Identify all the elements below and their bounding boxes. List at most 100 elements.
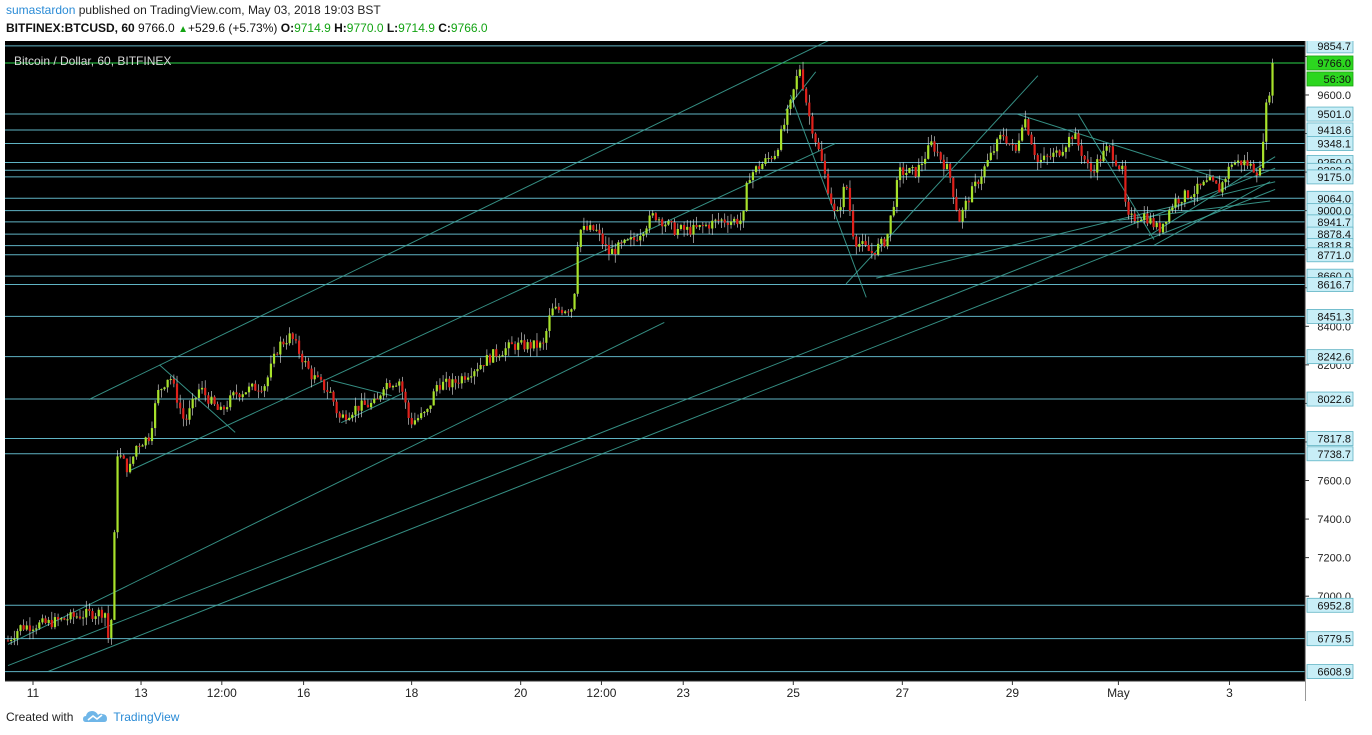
candle-body (532, 340, 535, 349)
candle-body (614, 248, 617, 255)
candle-body (642, 233, 645, 237)
horizontal-levels (5, 45, 1305, 673)
price-level-value: 8941.7 (1317, 217, 1351, 229)
candle-body (445, 378, 448, 382)
candle-body (714, 219, 717, 221)
candle-body (1224, 178, 1227, 183)
candle-body (945, 163, 949, 170)
candle-body (698, 225, 701, 228)
candle-body (654, 213, 658, 221)
trendline (7, 167, 1276, 667)
candle-body (1262, 141, 1265, 168)
candle-body (360, 400, 363, 411)
candle-body (344, 414, 348, 420)
candle-body (269, 363, 273, 378)
trendline (340, 393, 402, 424)
trendline (88, 41, 829, 401)
candle-body (1146, 213, 1149, 224)
author-link[interactable]: sumastardon (6, 3, 76, 17)
price-level-box (1306, 446, 1354, 462)
candle-body (729, 221, 733, 225)
candle-body (701, 225, 704, 227)
candle-body (113, 532, 116, 620)
price-level-box (1306, 41, 1354, 54)
candle-body (529, 342, 532, 349)
candle-body (25, 625, 28, 630)
price-chart[interactable]: Bitcoin / Dollar, 60, BITFINEX 7000.0720… (5, 41, 1365, 701)
candle-body (128, 463, 132, 473)
candle-body (595, 229, 598, 231)
candle-body (689, 226, 692, 235)
candle-body (1174, 198, 1177, 208)
candle-body (1049, 156, 1052, 158)
candle-body (814, 133, 817, 143)
price-level-value: 8771.0 (1317, 250, 1351, 262)
price-level-value: 8022.6 (1317, 394, 1351, 406)
price-level-value: 6608.9 (1317, 667, 1351, 679)
candle-body (1093, 171, 1096, 173)
candle-body (1133, 213, 1136, 222)
candle-body (632, 237, 636, 240)
candle-body (319, 376, 323, 380)
candle-body (141, 445, 144, 447)
candle-body (470, 376, 473, 378)
price-level-label: 9348.1 (1306, 136, 1354, 151)
candle-body (601, 233, 604, 245)
candle-body (294, 339, 298, 341)
price-level-label: 7738.7 (1306, 446, 1354, 462)
candle-body (720, 219, 723, 221)
candle-body (63, 618, 66, 620)
candle-body (1205, 180, 1208, 182)
candle-body (1149, 218, 1152, 224)
candle-body (967, 200, 971, 203)
candle-body (836, 210, 839, 212)
candle-body (172, 379, 175, 384)
candle-body (1233, 162, 1237, 165)
candle-body (313, 375, 316, 380)
candle-body (645, 228, 648, 234)
candle-body (870, 250, 873, 253)
candle-body (808, 102, 811, 117)
candle-body (138, 445, 141, 447)
candle-body (1196, 183, 1199, 194)
created-with-label: Created with (6, 710, 74, 724)
price-level-box (1306, 349, 1354, 365)
candle-body (492, 349, 495, 363)
candle-body (241, 394, 244, 398)
publish-info: sumastardon published on TradingView.com… (6, 3, 381, 17)
candle-body (210, 396, 213, 404)
trendline (330, 379, 392, 397)
candle-body (263, 386, 266, 391)
price-level-label: 9175.0 (1306, 169, 1354, 185)
candle-body (438, 385, 442, 390)
candle-body (260, 390, 263, 392)
tradingview-brand-link[interactable]: TradingView (113, 710, 180, 724)
candle-body (326, 390, 329, 392)
high-label: H: (334, 21, 347, 35)
candle-body (501, 355, 504, 357)
candle-body (1080, 145, 1083, 156)
candle-body (1202, 181, 1205, 186)
time-tick-label: 23 (677, 686, 691, 700)
price-level-value: 8242.6 (1317, 352, 1351, 364)
candle-body (50, 619, 53, 628)
candle-body (1258, 167, 1262, 176)
candle-body (373, 398, 376, 403)
candle-body (272, 353, 276, 364)
candle-body (801, 69, 805, 89)
candle-body (1221, 182, 1224, 193)
price-level-label: 8242.6 (1306, 349, 1354, 365)
candle-body (1193, 193, 1196, 197)
candle-body (467, 377, 470, 380)
candle-body (526, 342, 529, 350)
candle-body (1215, 180, 1218, 184)
candle-body (695, 224, 698, 228)
price-level-box (1306, 391, 1354, 407)
candle-body (733, 218, 736, 222)
candle-body (560, 309, 564, 314)
candle-body (795, 75, 798, 90)
candle-body (404, 391, 407, 403)
candle-body (999, 134, 1002, 140)
candle-body (648, 215, 651, 229)
candle-body (792, 89, 795, 100)
